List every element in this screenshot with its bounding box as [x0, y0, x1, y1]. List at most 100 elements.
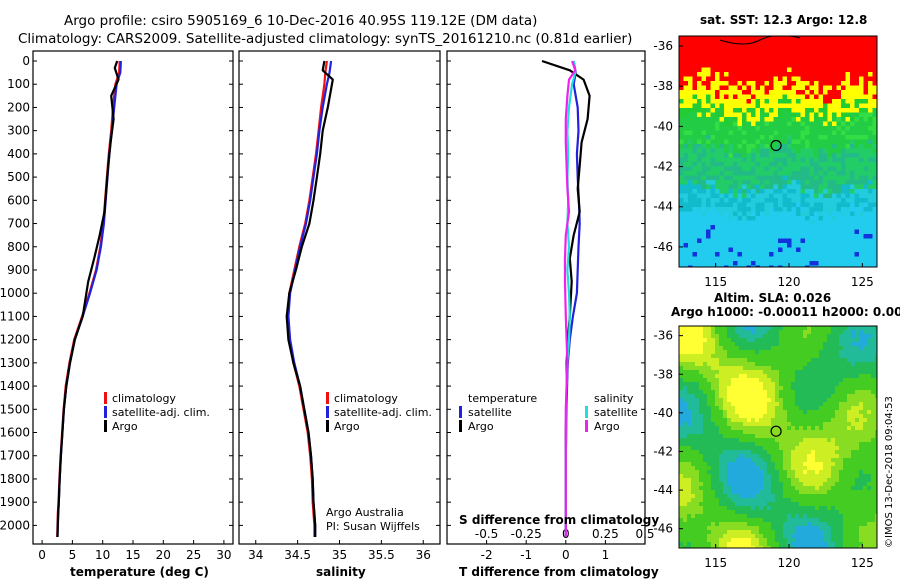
sla-cell — [743, 378, 748, 383]
sla-cell — [815, 446, 820, 451]
sla-cell — [823, 334, 828, 339]
sla-cell — [727, 338, 732, 343]
sst-cell — [679, 225, 684, 230]
sla-cell — [859, 418, 864, 423]
sst-cell — [724, 211, 729, 217]
sst-cell — [742, 198, 747, 203]
sst-cell — [863, 175, 869, 181]
sst-cell — [728, 36, 734, 41]
sst-cell — [724, 40, 729, 46]
sst-cell — [706, 112, 711, 118]
sst-cell — [746, 81, 752, 86]
sla-cell — [723, 498, 728, 503]
sla-cell — [847, 394, 852, 399]
sst-cell — [733, 171, 738, 176]
sla-cell — [803, 342, 808, 347]
sla-cell — [795, 494, 800, 499]
sla-cell — [719, 390, 724, 395]
sla-cell — [779, 338, 784, 343]
sla-cell — [819, 502, 824, 507]
sst-cell — [850, 76, 855, 82]
sst-cell — [755, 234, 761, 239]
sst-cell — [706, 265, 711, 267]
sst-cell — [850, 99, 855, 104]
sla-cell — [823, 342, 828, 347]
sla-cell — [811, 478, 816, 483]
sla-cell — [711, 410, 716, 415]
sla-cell — [691, 362, 696, 367]
sla-cell — [863, 338, 868, 343]
sla-cell — [807, 422, 812, 427]
sla-cell — [859, 414, 864, 419]
sla-cell — [831, 386, 836, 391]
salinity-panel — [238, 50, 441, 545]
sst-cell — [823, 166, 828, 172]
sst-cell — [827, 81, 833, 86]
sst-cell — [733, 207, 738, 212]
sst-cell — [782, 63, 788, 68]
sla-cell — [827, 378, 832, 383]
sst-cell — [845, 166, 851, 172]
sst-cell — [800, 265, 806, 267]
sst-cell — [809, 234, 815, 239]
sst-cell — [778, 94, 783, 100]
sst-cell — [719, 216, 725, 221]
sst-cell — [701, 238, 707, 244]
sst-cell — [737, 94, 743, 100]
sst-cell — [827, 216, 833, 221]
sst-cell — [719, 193, 725, 199]
sla-cell — [791, 362, 796, 367]
sst-cell — [859, 148, 864, 154]
sla-cell — [735, 486, 740, 491]
sla-cell — [815, 338, 820, 343]
sst-cell — [755, 153, 761, 158]
sla-cell — [719, 506, 724, 511]
sst-cell — [778, 234, 783, 239]
sla-cell — [767, 490, 772, 495]
sst-cell — [679, 189, 684, 194]
sst-cell — [760, 207, 765, 212]
sst-cell — [791, 252, 797, 257]
sla-cell — [807, 434, 812, 439]
x-tick-label: 25 — [186, 548, 201, 562]
sst-cell — [863, 103, 869, 109]
sst-cell — [755, 45, 761, 50]
sla-cell — [815, 510, 820, 515]
sla-cell — [691, 470, 696, 475]
sla-cell — [739, 362, 744, 367]
sst-cell — [845, 238, 851, 244]
sla-cell — [699, 338, 704, 343]
sla-cell — [747, 326, 752, 331]
sla-cell — [731, 454, 736, 459]
sst-cell — [683, 112, 689, 118]
sla-cell — [731, 350, 736, 355]
sst-cell — [818, 256, 824, 262]
sla-cell — [831, 426, 836, 431]
sla-cell — [831, 410, 836, 415]
sst-cell — [863, 139, 869, 145]
sla-cell — [683, 446, 688, 451]
sla-cell — [791, 358, 796, 363]
sst-cell — [733, 117, 738, 122]
sla-cell — [751, 490, 756, 495]
sla-cell — [771, 406, 776, 411]
sst-cell — [818, 180, 824, 185]
sst-cell — [796, 184, 801, 190]
sst-cell — [746, 40, 752, 46]
sla-cell — [827, 342, 832, 347]
sst-cell — [836, 184, 842, 190]
sla-cell — [827, 518, 832, 523]
sla-cell — [855, 342, 860, 347]
sla-cell — [703, 494, 708, 499]
sst-cell — [688, 40, 693, 46]
sla-cell — [815, 366, 820, 371]
sst-cell — [787, 99, 792, 104]
sla-cell — [863, 462, 868, 467]
sla-cell — [723, 402, 728, 407]
sla-cell — [775, 498, 780, 503]
sst-cell — [737, 103, 743, 109]
sst-cell — [836, 108, 842, 113]
sla-cell — [847, 438, 852, 443]
sla-cell — [779, 422, 784, 427]
sla-cell — [807, 330, 812, 335]
